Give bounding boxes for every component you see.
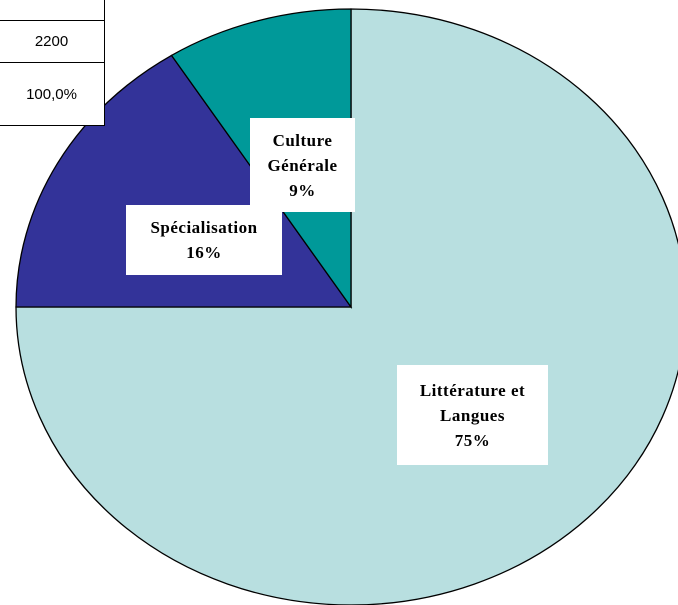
slice-label: Culture Générale 9% [250,118,355,212]
slice-value: 75% [454,430,491,450]
slice-label: Littérature et Langues 75% [397,365,548,465]
slice-name: Culture Générale [267,130,338,175]
slice-name: Littérature et Langues [419,380,526,425]
slice-name: Spécialisation [150,218,258,237]
slice-value: 16% [186,243,222,262]
table-cell [0,0,105,21]
slice-label: Spécialisation 16% [126,205,282,275]
table-cell: 2200 [0,20,105,63]
slice-value: 9% [289,180,316,200]
table-cell: 100,0% [0,62,105,126]
